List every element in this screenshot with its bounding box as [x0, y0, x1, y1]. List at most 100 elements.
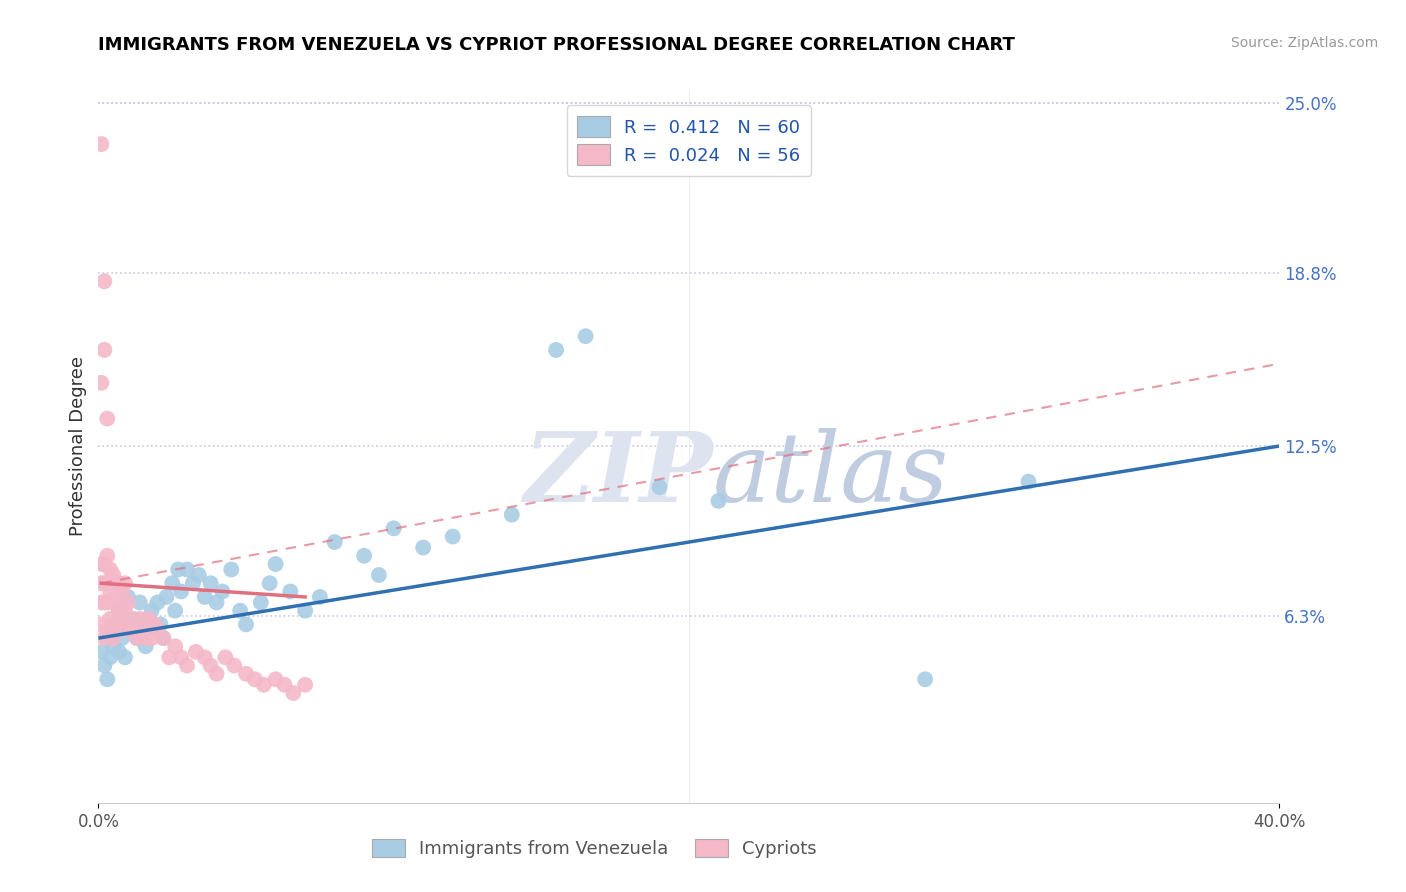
Point	[194, 650, 217, 665]
Point	[165, 604, 187, 618]
Point	[146, 595, 169, 609]
Point	[152, 631, 174, 645]
Point	[382, 521, 405, 535]
Point	[368, 568, 391, 582]
Point	[574, 329, 596, 343]
Point	[132, 623, 155, 637]
Point	[125, 631, 148, 645]
Point	[167, 562, 190, 576]
Point	[273, 678, 295, 692]
Point	[149, 617, 172, 632]
Point	[90, 137, 112, 152]
Point	[120, 623, 142, 637]
Point	[96, 549, 118, 563]
Point	[235, 617, 257, 632]
Point	[170, 584, 193, 599]
Point	[250, 595, 273, 609]
Y-axis label: Professional Degree: Professional Degree	[69, 356, 87, 536]
Point	[117, 623, 139, 637]
Point	[187, 568, 209, 582]
Point	[108, 604, 131, 618]
Point	[707, 494, 730, 508]
Point	[128, 595, 150, 609]
Point	[90, 617, 112, 632]
Point	[412, 541, 434, 555]
Point	[353, 549, 375, 563]
Point	[162, 576, 183, 591]
Point	[211, 584, 233, 599]
Point	[117, 590, 139, 604]
Point	[143, 617, 166, 632]
Point	[132, 623, 155, 637]
Point	[128, 612, 150, 626]
Point	[501, 508, 523, 522]
Point	[98, 562, 121, 576]
Point	[96, 411, 118, 425]
Point	[155, 590, 177, 604]
Point	[135, 631, 157, 645]
Point	[229, 604, 252, 618]
Point	[93, 631, 115, 645]
Point	[93, 658, 115, 673]
Point	[114, 650, 136, 665]
Point	[114, 576, 136, 591]
Point	[1017, 475, 1039, 489]
Point	[283, 686, 305, 700]
Point	[194, 590, 217, 604]
Point	[98, 612, 121, 626]
Point	[157, 650, 180, 665]
Point	[546, 343, 568, 357]
Point	[93, 343, 115, 357]
Point	[294, 604, 316, 618]
Point	[122, 623, 145, 637]
Point	[103, 640, 125, 654]
Point	[264, 673, 287, 687]
Point	[323, 535, 346, 549]
Point	[90, 576, 112, 591]
Point	[98, 650, 121, 665]
Point	[294, 678, 316, 692]
Point	[103, 631, 125, 645]
Point	[648, 480, 671, 494]
Point	[96, 576, 118, 591]
Point	[96, 631, 118, 645]
Text: atlas: atlas	[713, 427, 949, 522]
Point	[117, 617, 139, 632]
Point	[309, 590, 332, 604]
Point	[253, 678, 276, 692]
Legend: Immigrants from Venezuela, Cypriots: Immigrants from Venezuela, Cypriots	[364, 831, 824, 865]
Point	[90, 645, 112, 659]
Point	[93, 557, 115, 571]
Point	[176, 658, 198, 673]
Point	[219, 562, 242, 576]
Point	[264, 557, 287, 571]
Point	[224, 658, 246, 673]
Point	[278, 584, 302, 599]
Point	[93, 595, 115, 609]
Point	[259, 576, 281, 591]
Point	[103, 617, 125, 632]
Text: ZIP: ZIP	[523, 427, 713, 522]
Point	[143, 623, 166, 637]
Point	[170, 650, 193, 665]
Point	[114, 604, 136, 618]
Point	[93, 576, 115, 591]
Point	[176, 562, 198, 576]
Point	[141, 631, 163, 645]
Point	[141, 604, 163, 618]
Point	[111, 617, 134, 632]
Point	[90, 557, 112, 571]
Point	[120, 612, 142, 626]
Point	[103, 595, 125, 609]
Point	[146, 623, 169, 637]
Point	[90, 595, 112, 609]
Point	[205, 666, 228, 681]
Point	[96, 623, 118, 637]
Point	[200, 658, 222, 673]
Point	[441, 530, 464, 544]
Point	[98, 584, 121, 599]
Point	[243, 673, 266, 687]
Point	[200, 576, 222, 591]
Point	[184, 645, 207, 659]
Point	[96, 673, 118, 687]
